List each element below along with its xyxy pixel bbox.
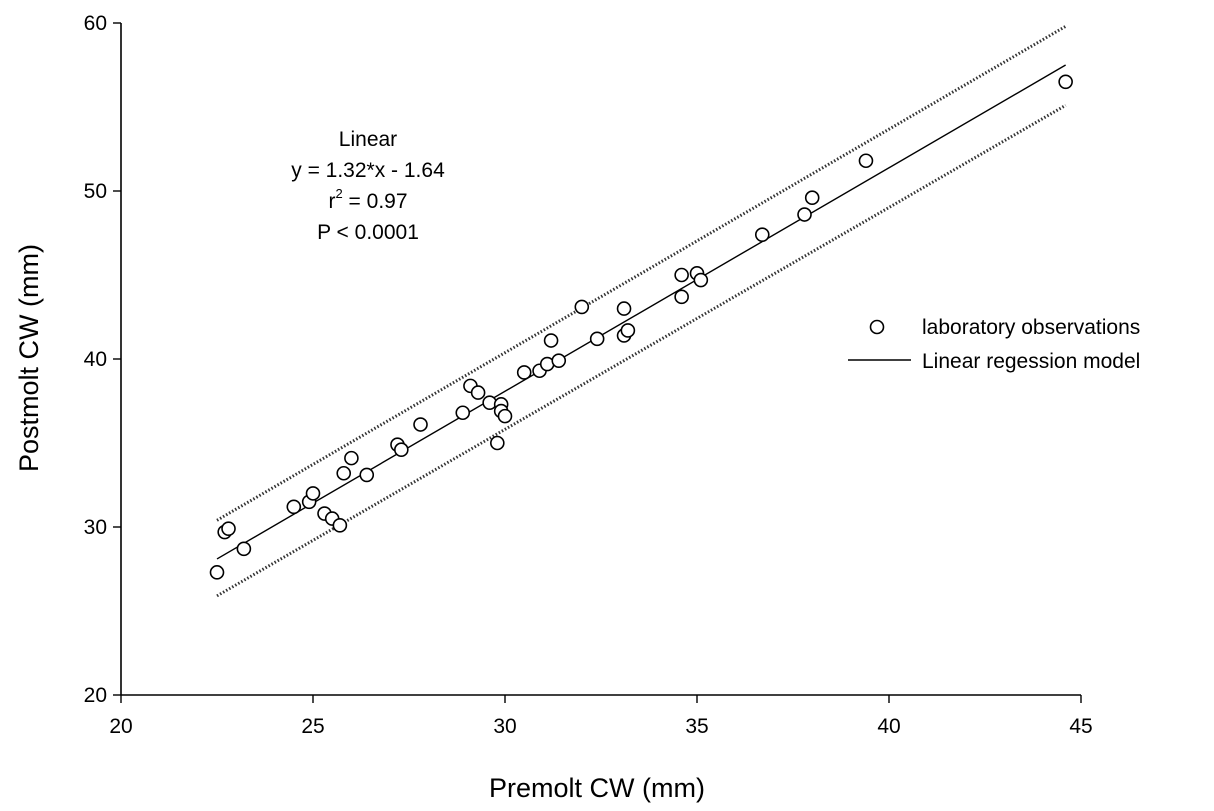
data-point (754, 227, 770, 242)
y-tick-label: 20 (84, 684, 107, 707)
y-tick-label: 40 (84, 348, 107, 371)
x-tick-label: 25 (301, 715, 324, 738)
x-tick-label: 45 (1069, 715, 1092, 738)
x-tick-label: 20 (109, 715, 132, 738)
r-value: = 0.97 (343, 190, 408, 213)
data-point (286, 499, 302, 515)
legend-marker-circle-icon (869, 319, 885, 335)
r-symbol: r (328, 190, 335, 213)
data-point (693, 272, 709, 288)
regression-line (216, 64, 1066, 560)
data-point (674, 267, 689, 283)
prediction-interval-line (216, 104, 1067, 598)
data-point (858, 153, 874, 169)
data-point (490, 435, 505, 451)
data-point (1058, 74, 1073, 90)
legend-label-regression: Linear regession model (922, 350, 1140, 373)
data-point (305, 486, 321, 501)
y-tick-label: 30 (84, 516, 107, 539)
prediction-interval-line (216, 25, 1067, 522)
data-point (359, 467, 375, 483)
regression-lines (216, 25, 1067, 598)
legend: laboratory observations Linear regession… (848, 316, 1140, 373)
r-superscript: 2 (335, 186, 342, 201)
annotation: Linear y = 1.32*x - 1.64 r2 = 0.97 P < 0… (291, 128, 445, 244)
x-tick-label: 40 (877, 715, 900, 738)
data-point (336, 465, 352, 481)
x-tick-label: 35 (685, 715, 708, 738)
data-point (574, 299, 590, 315)
data-point (674, 289, 689, 305)
x-axis-title: Premolt CW (mm) (489, 773, 705, 803)
annotation-line-1: Linear (339, 128, 397, 151)
data-point (470, 385, 486, 400)
data-point (455, 405, 471, 421)
data-point (497, 408, 513, 424)
data-point (413, 417, 428, 432)
data-point (616, 301, 632, 316)
data-point (332, 518, 348, 533)
data-point (236, 541, 252, 557)
data-point (344, 450, 359, 466)
data-point (209, 565, 225, 580)
data-point (589, 331, 605, 347)
y-tick-label: 50 (84, 180, 107, 203)
data-point (804, 190, 820, 206)
data-points (209, 74, 1073, 580)
annotation-r-squared: r2 = 0.97 (328, 186, 407, 213)
data-point (620, 323, 636, 338)
data-point (221, 521, 236, 536)
data-point (543, 333, 559, 348)
annotation-p-value: P < 0.0001 (317, 221, 419, 244)
annotation-equation: y = 1.32*x - 1.64 (291, 159, 445, 182)
data-point (797, 207, 812, 222)
x-tick-label: 30 (493, 715, 516, 738)
data-point (516, 365, 532, 380)
y-axis-title: Postmolt CW (mm) (14, 244, 44, 472)
data-point (394, 442, 409, 458)
axes: 20 25 30 35 40 45 20 30 40 50 60 (84, 12, 1093, 738)
y-tick-label: 60 (84, 12, 107, 35)
data-point (551, 353, 567, 368)
legend-label-observations: laboratory observations (922, 316, 1140, 339)
